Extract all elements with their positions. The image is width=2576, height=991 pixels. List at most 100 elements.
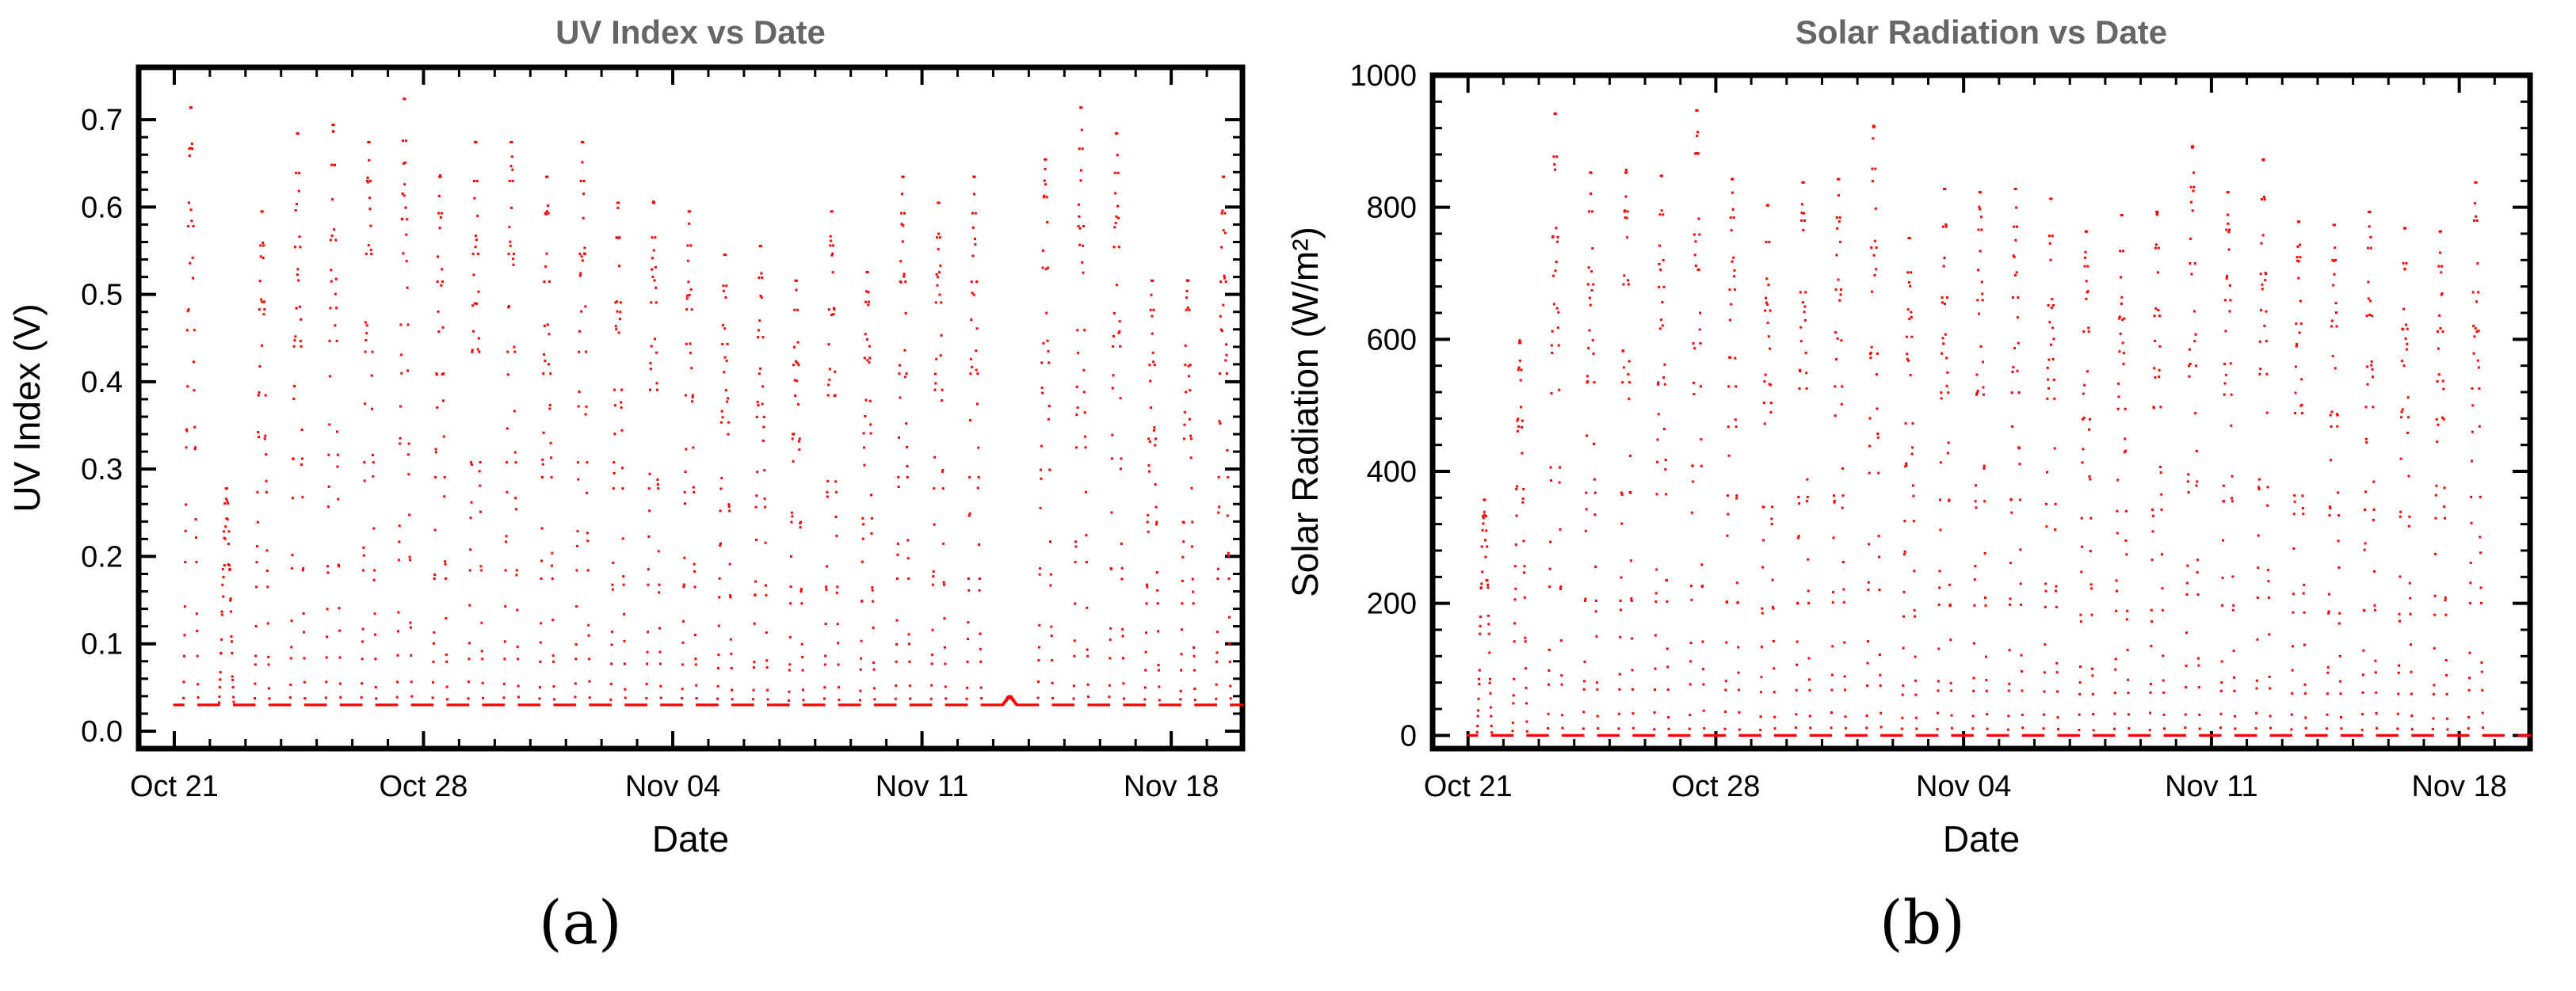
data-point [441, 373, 444, 376]
data-point [939, 354, 942, 357]
data-point [482, 696, 485, 699]
data-point [329, 238, 332, 242]
data-point [2192, 189, 2195, 192]
data-point [1796, 663, 1799, 666]
data-point [1051, 703, 1055, 707]
data-point [1593, 478, 1596, 481]
data-point [366, 181, 369, 184]
data-point [2013, 274, 2017, 277]
data-point [260, 298, 263, 301]
data-point [1773, 734, 1776, 737]
data-point [404, 161, 407, 164]
data-point [2366, 365, 2369, 368]
data-point [900, 212, 903, 215]
data-point [1591, 247, 1594, 250]
data-point [2297, 276, 2300, 280]
data-point [1082, 368, 1086, 372]
data-point [2432, 717, 2435, 720]
data-point [2444, 599, 2447, 602]
data-point [471, 349, 474, 352]
data-point [1158, 699, 1161, 702]
data-point [2398, 664, 2401, 667]
data-point [1874, 167, 1877, 170]
data-point [793, 379, 796, 382]
data-point [2220, 681, 2223, 684]
solar-radiation-chart: Solar Radiation vs Date02004006008001000… [1288, 13, 2533, 860]
data-point [900, 192, 903, 196]
data-point [2528, 734, 2532, 737]
data-point [334, 238, 338, 242]
data-point [264, 394, 267, 397]
data-point [838, 698, 841, 701]
data-point [755, 494, 758, 497]
data-point [266, 622, 269, 625]
data-point [865, 290, 868, 293]
data-point [2407, 475, 2410, 478]
data-point [930, 662, 933, 665]
data-point [442, 435, 445, 438]
data-point [2052, 337, 2055, 341]
data-point [938, 271, 941, 274]
data-point [829, 244, 832, 247]
data-point [364, 350, 367, 353]
data-point [361, 640, 364, 643]
data-point [688, 222, 691, 225]
data-point [2116, 478, 2120, 482]
data-point [1807, 601, 1811, 604]
data-point [1658, 262, 1661, 265]
data-point [971, 212, 974, 215]
data-point [1557, 311, 1560, 314]
data-point [1980, 280, 1983, 284]
data-point [861, 600, 864, 603]
data-point [719, 509, 722, 513]
data-point [1215, 660, 1219, 663]
data-point [399, 353, 403, 356]
data-point [861, 560, 864, 563]
data-point [1228, 642, 1231, 645]
data-point [2150, 644, 2153, 647]
data-point [1218, 372, 1221, 375]
data-point [1012, 698, 1015, 701]
data-point [437, 330, 441, 334]
data-point [904, 280, 907, 284]
data-point [324, 703, 327, 707]
data-point [1481, 570, 1484, 574]
data-point [1664, 468, 1667, 471]
data-point [654, 236, 657, 239]
data-point [2366, 383, 2369, 386]
data-point [1475, 734, 1479, 737]
data-point [258, 364, 261, 368]
data-point [894, 697, 897, 700]
data-point [292, 457, 295, 460]
data-point [1689, 585, 1693, 588]
data-point [2047, 358, 2051, 361]
data-point [2402, 328, 2405, 331]
data-point [182, 680, 185, 684]
data-point [2088, 475, 2091, 478]
data-point [975, 368, 978, 372]
data-point [831, 271, 834, 274]
data-point [1518, 359, 1521, 362]
data-point [2479, 601, 2483, 604]
data-point [936, 276, 939, 279]
data-point [789, 585, 792, 589]
data-point [1554, 112, 1557, 116]
data-point [1700, 563, 1704, 566]
data-point [435, 373, 438, 376]
data-point [1219, 280, 1223, 284]
data-point [1983, 552, 1986, 555]
data-point [1936, 734, 1939, 737]
data-point [1515, 514, 1518, 517]
data-point [1592, 352, 1595, 355]
data-point [2442, 417, 2445, 421]
data-point [444, 577, 447, 580]
data-point [296, 132, 300, 135]
data-point [696, 703, 699, 707]
data-point [796, 379, 799, 383]
data-point [502, 682, 506, 685]
data-point [1836, 337, 1839, 340]
data-point [621, 487, 624, 490]
x-tick-label: Oct 21 [1424, 770, 1513, 803]
data-point [298, 171, 301, 174]
data-point [1116, 132, 1119, 135]
